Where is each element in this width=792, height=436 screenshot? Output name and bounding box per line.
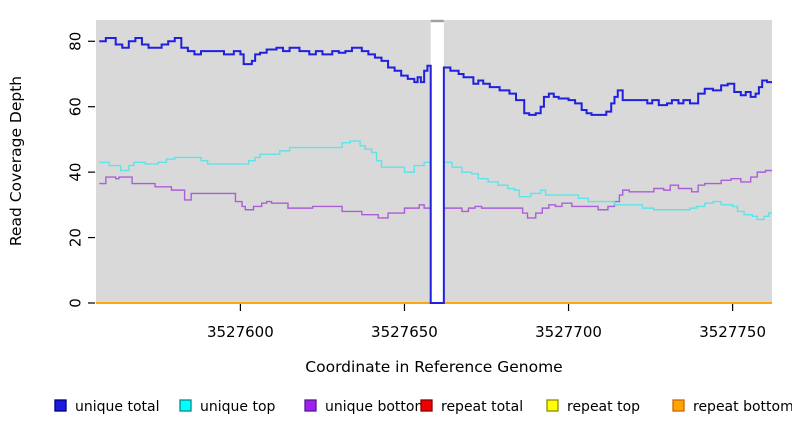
legend-item-repeat-total: repeat total — [420, 399, 523, 415]
legend-item-unique-total: unique total — [54, 399, 159, 415]
legend-label-unique-bottom: unique bottom — [325, 399, 428, 415]
legend-swatch-unique-bottom — [304, 399, 317, 412]
x-axis-tick-label: 3527650 — [371, 323, 438, 341]
legend-label-repeat-top: repeat top — [567, 399, 640, 415]
plot-area — [96, 19, 772, 305]
legend-swatch-unique-top — [179, 399, 192, 412]
legend-item-repeat-bottom: repeat bottom — [672, 399, 792, 415]
y-axis-tick-label: 40 — [67, 163, 85, 182]
legend-item-unique-bottom: unique bottom — [304, 399, 428, 415]
x-axis-tick-label: 3527750 — [699, 323, 766, 341]
x-axis-title: Coordinate in Reference Genome — [305, 358, 562, 376]
y-axis-tick-label: 80 — [67, 32, 85, 51]
axes: 3527600 3527650 3527700 3527750 0 20 40 60 80 — [67, 32, 767, 341]
legend-label-unique-total: unique total — [75, 399, 159, 415]
series-unique-total-line — [99, 36, 772, 304]
legend: unique total unique top unique bottom repea… — [54, 399, 792, 415]
x-axis-tick-label: 3527700 — [535, 323, 602, 341]
y-axis-title: Read Coverage Depth — [7, 76, 25, 246]
legend-swatch-repeat-bottom — [672, 399, 685, 412]
legend-swatch-unique-total — [54, 399, 67, 412]
legend-item-unique-top: unique top — [179, 399, 276, 415]
legend-swatch-repeat-total — [420, 399, 433, 412]
gap-band — [430, 20, 444, 305]
series-unique-top-line — [99, 140, 772, 304]
y-axis-tick-label: 0 — [67, 298, 85, 308]
y-axis-tick-label: 60 — [67, 97, 85, 116]
x-axis-tick-label: 3527600 — [207, 323, 274, 341]
series-unique-bottom-line — [99, 169, 772, 304]
legend-label-repeat-bottom: repeat bottom — [693, 399, 792, 415]
legend-swatch-repeat-top — [546, 399, 559, 412]
y-axis-tick-label: 20 — [67, 228, 85, 247]
legend-label-unique-top: unique top — [200, 399, 276, 415]
legend-label-repeat-total: repeat total — [441, 399, 523, 415]
legend-item-repeat-top: repeat top — [546, 399, 640, 415]
